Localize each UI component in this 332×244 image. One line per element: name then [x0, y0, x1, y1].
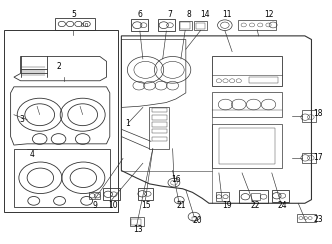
Text: 18: 18 [313, 109, 323, 118]
Bar [152, 108, 167, 112]
Bar [158, 19, 175, 31]
Bar [152, 129, 167, 133]
Bar [296, 214, 316, 222]
Text: 12: 12 [264, 10, 273, 19]
Bar [219, 128, 275, 164]
Text: 9: 9 [93, 201, 97, 210]
Text: 13: 13 [133, 225, 143, 234]
Text: 23: 23 [313, 214, 323, 224]
Bar [194, 20, 207, 30]
Text: 16: 16 [171, 174, 181, 183]
Text: 4: 4 [30, 150, 35, 159]
Text: 11: 11 [222, 10, 232, 19]
Bar [152, 137, 167, 142]
Bar [193, 217, 196, 221]
Bar [212, 124, 282, 168]
Bar [55, 18, 95, 30]
Text: 1: 1 [125, 119, 130, 128]
Text: 5: 5 [71, 10, 76, 19]
Bar [89, 192, 100, 199]
Bar [251, 193, 260, 200]
Bar [152, 115, 167, 120]
Bar [179, 20, 192, 30]
Bar [215, 192, 229, 201]
Text: 8: 8 [186, 10, 191, 19]
Bar [129, 217, 143, 226]
Bar [302, 110, 316, 122]
Text: 19: 19 [222, 201, 232, 210]
Bar [180, 22, 190, 29]
Bar [152, 122, 167, 127]
Bar [302, 153, 316, 163]
Bar [85, 23, 87, 26]
Bar [103, 188, 120, 200]
Text: 20: 20 [193, 216, 202, 225]
Text: 24: 24 [278, 201, 287, 210]
Text: 15: 15 [141, 201, 151, 210]
Text: 21: 21 [176, 201, 186, 210]
Bar [178, 201, 181, 204]
Text: 3: 3 [20, 115, 25, 124]
Bar [272, 190, 289, 202]
Text: 2: 2 [56, 62, 61, 71]
Text: 10: 10 [108, 201, 118, 210]
Text: 17: 17 [313, 153, 323, 162]
Bar [249, 77, 279, 83]
Text: 22: 22 [251, 201, 260, 210]
Bar [137, 188, 153, 200]
Bar [212, 92, 282, 117]
Bar [238, 20, 276, 30]
Bar [212, 57, 282, 86]
Bar [131, 19, 148, 31]
Text: 6: 6 [137, 10, 142, 19]
Text: 14: 14 [200, 10, 210, 19]
Bar [4, 30, 118, 212]
Bar [196, 22, 205, 29]
Text: 7: 7 [167, 10, 172, 19]
Bar [81, 23, 83, 26]
Bar [239, 190, 269, 203]
Bar [131, 219, 141, 225]
